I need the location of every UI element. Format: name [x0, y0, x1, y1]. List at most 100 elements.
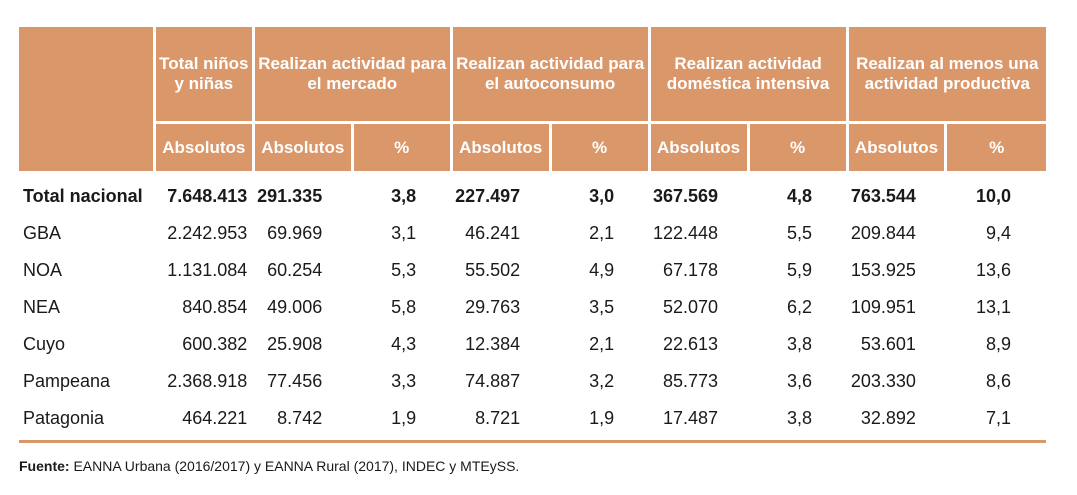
table-row: NEA 840.854 49.006 5,8 29.763 3,5 52.070 6,2 109… [19, 289, 1046, 326]
absolute-value-cell: 77.456 [267, 371, 323, 391]
percent-cell: 2,1 [589, 334, 615, 354]
table-row: GBA 2.242.953 69.969 3,1 46.241 2,1 122.448 5,5… [19, 215, 1046, 252]
absolute-value-cell: 60.254 [267, 260, 323, 280]
table-row: Pampeana 2.368.918 77.456 3,3 74.887 3,2 85.77… [19, 363, 1046, 400]
percent-cell: 2,1 [589, 223, 615, 243]
subheader-cell: % [746, 121, 849, 174]
header-total-ninos: Total niños y niñas [152, 24, 255, 124]
table-row: NOA 1.131.084 60.254 5,3 55.502 4,9 67.178 5,9 1… [19, 252, 1046, 289]
region-name-cell: NEA [23, 297, 61, 317]
absolute-value-cell: 109.951 [850, 297, 916, 317]
percent-cell: 9,4 [985, 223, 1011, 243]
absolute-value-cell: 46.241 [465, 223, 521, 243]
subheader-cell: Absolutos [845, 121, 948, 174]
table-body: Total nacional 7.648.413 291.335 3,8 227.497… [19, 173, 1046, 438]
absolute-value-cell: 8.721 [475, 408, 521, 428]
absolute-value-cell: 153.925 [850, 260, 916, 280]
data-table: Total niños y niñas Realizan actividad p… [19, 24, 1046, 437]
absolute-value-cell: 67.178 [662, 260, 719, 280]
absolute-value-cell: 203.330 [850, 371, 916, 391]
subheader-cell: Absolutos [251, 121, 354, 174]
subheader-cell: Absolutos [152, 121, 255, 174]
header-mercado: Realizan actividad para el mercado [251, 24, 453, 124]
subheader-cell: Absolutos [449, 121, 552, 174]
percent-cell: 3,8 [786, 334, 812, 354]
region-name-cell: Patagonia [23, 408, 105, 428]
absolute-value-cell: 8.742 [277, 408, 323, 428]
absolute-value-cell: 12.384 [465, 334, 521, 354]
region-name-cell: Pampeana [23, 371, 111, 391]
percent-cell: 3,8 [786, 408, 812, 428]
absolute-value-cell: 52.070 [662, 297, 719, 317]
percent-cell: 13,6 [975, 260, 1011, 280]
percent-cell: 1,9 [391, 408, 417, 428]
percent-cell: 4,9 [589, 260, 615, 280]
percent-cell: 5,9 [786, 260, 812, 280]
percent-cell: 3,6 [786, 371, 812, 391]
absolute-value-cell: 227.497 [455, 186, 521, 206]
percent-cell: 1,9 [589, 408, 615, 428]
absolute-value-cell: 209.844 [850, 223, 916, 243]
absolute-value-cell: 85.773 [662, 371, 719, 391]
percent-cell: 8,9 [985, 334, 1011, 354]
absolute-value-cell: 763.544 [850, 186, 916, 206]
percent-cell: 4,8 [786, 186, 812, 206]
bottom-rule [19, 440, 1046, 443]
percent-cell: 3,8 [391, 186, 417, 206]
region-name-cell: Cuyo [23, 334, 66, 354]
total-cell: 840.854 [182, 297, 248, 317]
source-note: Fuente: EANNA Urbana (2016/2017) y EANNA… [19, 458, 519, 474]
total-cell: 1.131.084 [167, 260, 248, 280]
total-cell: 2.242.953 [167, 223, 248, 243]
percent-cell: 6,2 [786, 297, 812, 317]
table-header: Total niños y niñas Realizan actividad p… [19, 24, 1046, 174]
absolute-value-cell: 55.502 [465, 260, 521, 280]
percent-cell: 8,6 [985, 371, 1011, 391]
table-row: Cuyo 600.382 25.908 4,3 12.384 2,1 22.613 3,8 53… [19, 326, 1046, 363]
region-name-cell: Total nacional [23, 186, 143, 206]
data-table-container: Total niños y niñas Realizan actividad p… [19, 24, 1046, 437]
percent-cell: 3,0 [589, 186, 615, 206]
absolute-value-cell: 53.601 [860, 334, 916, 354]
percent-cell: 13,1 [975, 297, 1011, 317]
percent-cell: 7,1 [985, 408, 1011, 428]
percent-cell: 3,5 [589, 297, 615, 317]
percent-cell: 3,2 [589, 371, 615, 391]
subheader-cell: % [548, 121, 651, 174]
subheader-cell: % [350, 121, 453, 174]
absolute-value-cell: 69.969 [267, 223, 323, 243]
percent-cell: 3,3 [391, 371, 417, 391]
absolute-value-cell: 29.763 [465, 297, 521, 317]
region-name-cell: GBA [23, 223, 62, 243]
absolute-value-cell: 22.613 [662, 334, 719, 354]
percent-cell: 4,3 [391, 334, 417, 354]
percent-cell: 5,5 [786, 223, 812, 243]
absolute-value-cell: 291.335 [257, 186, 323, 206]
source-label: Fuente: [19, 458, 70, 474]
region-name-cell: NOA [23, 260, 63, 280]
header-domestica: Realizan actividad doméstica intensiva [647, 24, 849, 124]
header-productiva: Realizan al menos una actividad producti… [845, 24, 1046, 124]
absolute-value-cell: 25.908 [267, 334, 323, 354]
percent-cell: 10,0 [975, 186, 1011, 206]
absolute-value-cell: 49.006 [267, 297, 323, 317]
percent-cell: 5,3 [391, 260, 417, 280]
absolute-value-cell: 17.487 [662, 408, 719, 428]
total-cell: 600.382 [182, 334, 248, 354]
table-row: Total nacional 7.648.413 291.335 3,8 227.497… [19, 173, 1046, 216]
total-cell: 2.368.918 [167, 371, 248, 391]
source-text: EANNA Urbana (2016/2017) y EANNA Rural (… [69, 458, 520, 474]
subheader-cell: Absolutos [647, 121, 750, 174]
absolute-value-cell: 74.887 [465, 371, 521, 391]
subheader-cell: % [944, 121, 1046, 174]
absolute-value-cell: 367.569 [652, 186, 719, 206]
header-autoconsumo: Realizan actividad para el autoconsumo [449, 24, 651, 124]
percent-cell: 5,8 [391, 297, 417, 317]
absolute-value-cell: 32.892 [860, 408, 916, 428]
total-cell: 7.648.413 [167, 186, 248, 206]
percent-cell: 3,1 [391, 223, 417, 243]
total-cell: 464.221 [182, 408, 248, 428]
header-corner-cell [19, 24, 156, 174]
absolute-value-cell: 122.448 [652, 223, 719, 243]
table-row: Patagonia 464.221 8.742 1,9 8.721 1,9 17.487 3,… [19, 400, 1046, 437]
